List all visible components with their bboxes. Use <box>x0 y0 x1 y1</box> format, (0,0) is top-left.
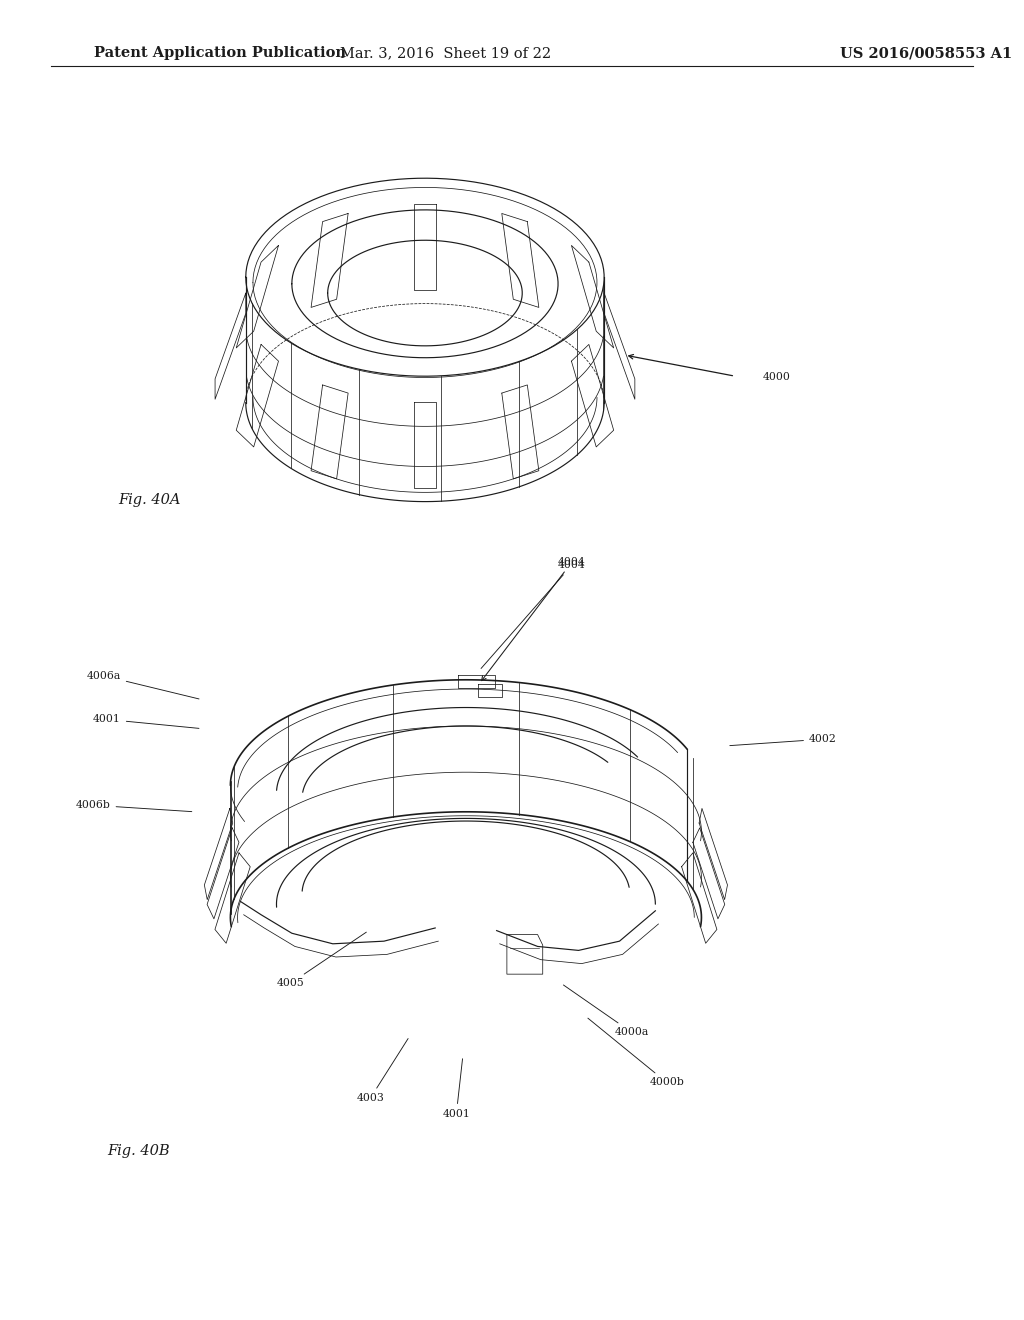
Text: Fig. 40A: Fig. 40A <box>118 494 180 507</box>
Text: 4004: 4004 <box>481 560 586 668</box>
Text: Fig. 40B: Fig. 40B <box>108 1144 170 1158</box>
Text: 4005: 4005 <box>276 932 367 989</box>
Text: 4000: 4000 <box>763 372 791 383</box>
Text: 4001: 4001 <box>93 714 199 729</box>
Text: 4006b: 4006b <box>76 800 191 812</box>
Text: 4001: 4001 <box>442 1059 470 1119</box>
Text: US 2016/0058553 A1: US 2016/0058553 A1 <box>840 46 1012 61</box>
Text: Patent Application Publication: Patent Application Publication <box>94 46 346 61</box>
Text: Mar. 3, 2016  Sheet 19 of 22: Mar. 3, 2016 Sheet 19 of 22 <box>340 46 551 61</box>
Text: 4002: 4002 <box>730 734 837 746</box>
Text: 4004: 4004 <box>481 557 586 681</box>
Text: 4003: 4003 <box>356 1039 409 1104</box>
Text: 4006a: 4006a <box>87 671 199 700</box>
Text: 4000b: 4000b <box>588 1018 684 1088</box>
Text: 4000a: 4000a <box>563 985 648 1038</box>
